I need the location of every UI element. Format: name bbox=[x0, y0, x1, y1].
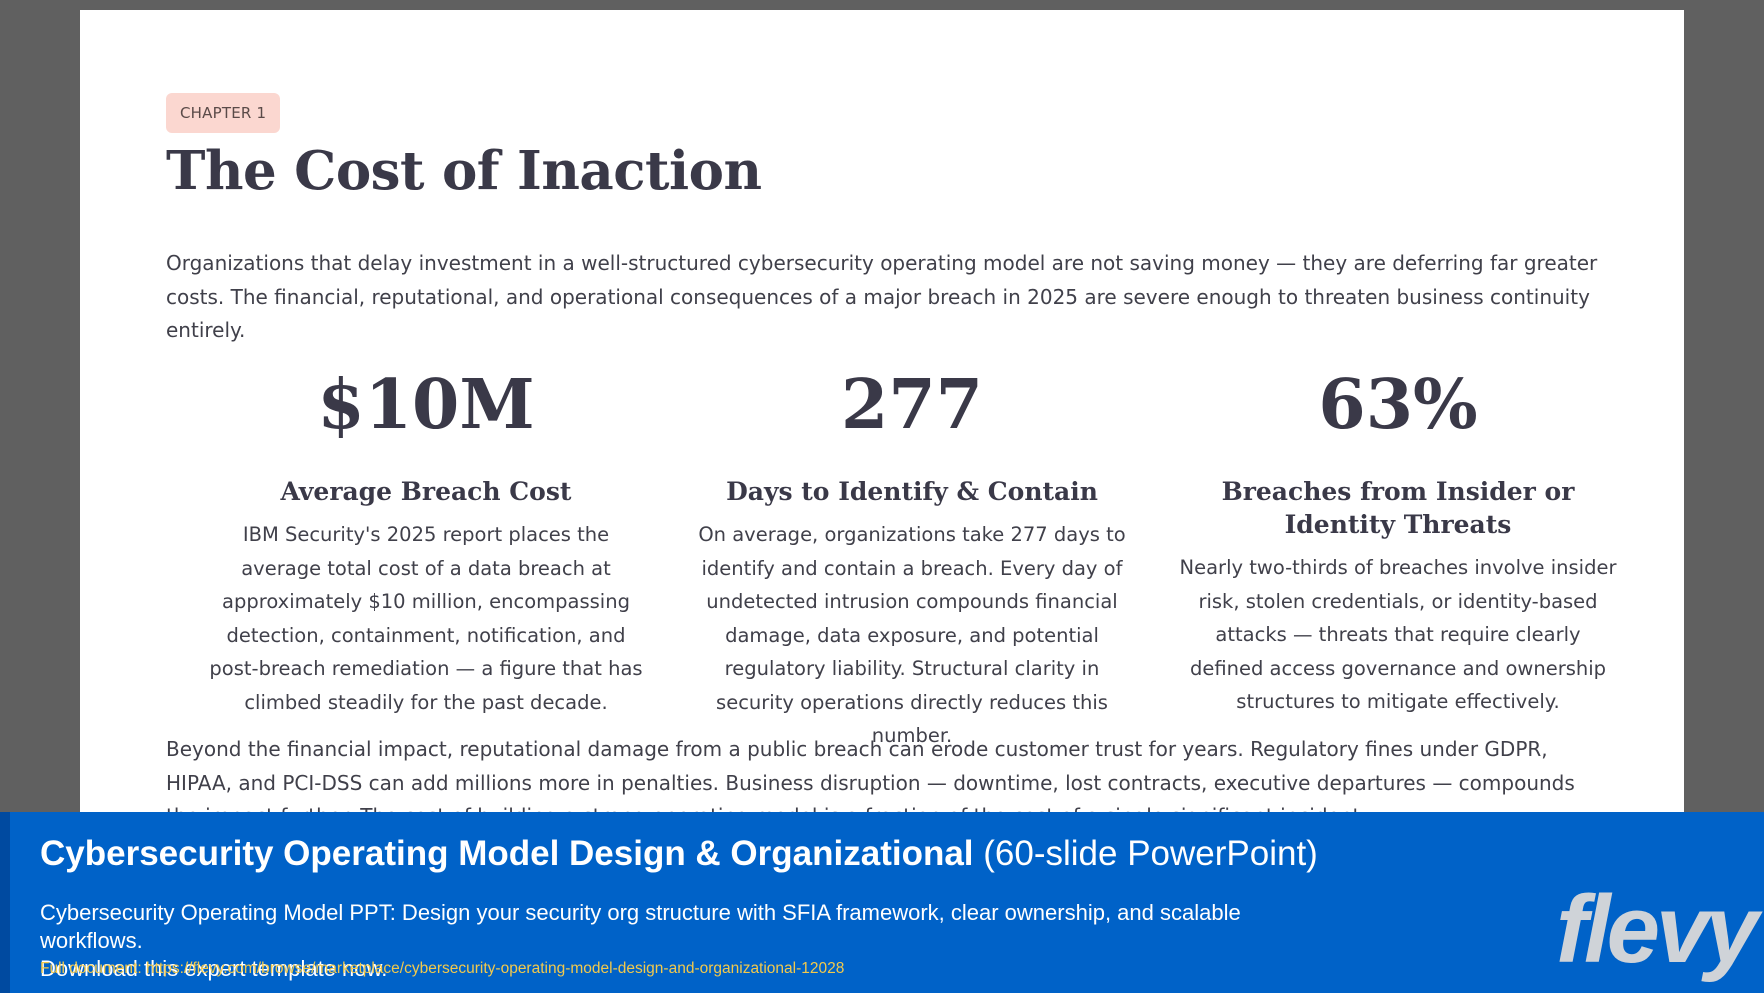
banner-description: Cybersecurity Operating Model PPT: Desig… bbox=[40, 899, 1290, 983]
stat-description: Nearly two-thirds of breaches involve in… bbox=[1179, 556, 1617, 713]
banner-title: Cybersecurity Operating Model Design & O… bbox=[40, 834, 1318, 874]
stat-label: Breaches from Insider or Identity Threat… bbox=[1221, 477, 1575, 539]
page-title: The Cost of Inaction bbox=[166, 140, 762, 202]
banner-title-main: Cybersecurity Operating Model Design & O… bbox=[40, 834, 974, 873]
intro-paragraph: Organizations that delay investment in a… bbox=[166, 251, 1598, 342]
flevy-logo[interactable]: flevy bbox=[1556, 876, 1759, 983]
stat-value: $10M bbox=[317, 365, 535, 445]
stat-description: IBM Security's 2025 report places the av… bbox=[209, 523, 643, 714]
stat-value: 277 bbox=[841, 365, 983, 445]
stat-card-breach-cost: $10M Average Breach Cost IBM Security's … bbox=[196, 360, 656, 719]
banner-description-line: Download this expert template now. bbox=[40, 956, 388, 981]
stat-card-insider-threats: 63% Breaches from Insider or Identity Th… bbox=[1168, 360, 1628, 719]
stat-card-days-to-contain: 277 Days to Identify & Contain On averag… bbox=[682, 360, 1142, 753]
full-document-link[interactable]: Full document: https://flevy.com/browse/… bbox=[40, 960, 845, 977]
banner-accent-bar bbox=[0, 812, 10, 993]
document-page: CHAPTER 1 The Cost of Inaction Organizat… bbox=[80, 10, 1684, 840]
promo-banner: Cybersecurity Operating Model Design & O… bbox=[0, 812, 1764, 993]
stat-label: Average Breach Cost bbox=[280, 477, 572, 506]
chapter-badge: CHAPTER 1 bbox=[166, 93, 281, 133]
stat-description: On average, organizations take 277 days … bbox=[698, 523, 1126, 747]
banner-title-format: (60-slide PowerPoint) bbox=[973, 834, 1318, 873]
stat-label: Days to Identify & Contain bbox=[726, 477, 1098, 506]
stat-value: 63% bbox=[1318, 365, 1478, 445]
banner-description-line: Cybersecurity Operating Model PPT: Desig… bbox=[40, 900, 1241, 953]
